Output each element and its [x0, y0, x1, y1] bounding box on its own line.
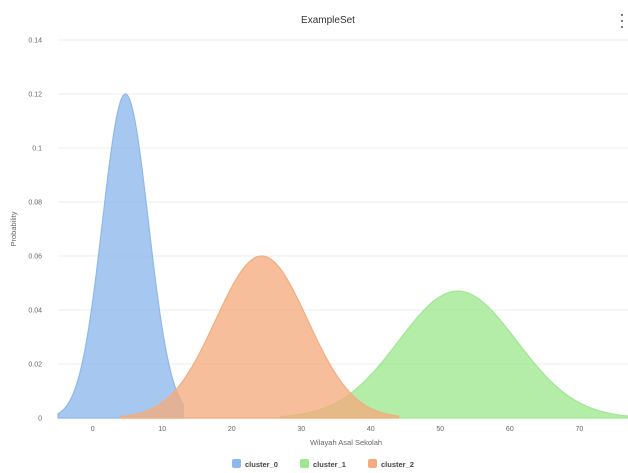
- x-tick-label: 10: [158, 426, 166, 433]
- legend-item-cluster_1[interactable]: cluster_1: [300, 459, 346, 469]
- legend-swatch: [368, 459, 377, 468]
- y-tick-label: 0.12: [28, 92, 42, 99]
- y-axis: 0 0.02 0.04 0.06 0.08 0.1 0.12 0.14: [28, 38, 42, 423]
- x-tick-label: 60: [506, 426, 514, 433]
- legend-label: cluster_2: [381, 460, 414, 469]
- y-tick-label: 0.06: [28, 254, 42, 261]
- legend-label: cluster_0: [245, 460, 278, 469]
- x-tick-label: 30: [297, 426, 305, 433]
- legend-swatch: [300, 459, 309, 468]
- series-area-cluster_2[interactable]: [119, 255, 400, 419]
- chart-menu-icon[interactable]: [618, 14, 626, 28]
- legend-swatch: [232, 459, 241, 468]
- x-tick-label: 20: [228, 426, 236, 433]
- x-axis-label: Wilayah Asal Sekolah: [310, 438, 382, 447]
- y-axis-label: Probability: [9, 211, 18, 246]
- chart-title: ExampleSet: [301, 15, 355, 26]
- dot-icon: [621, 14, 623, 16]
- legend[interactable]: cluster_0 cluster_1 cluster_2: [232, 459, 414, 469]
- x-tick-label: 50: [436, 426, 444, 433]
- y-tick-label: 0: [38, 416, 42, 423]
- y-tick-label: 0.02: [28, 362, 42, 369]
- legend-item-cluster_2[interactable]: cluster_2: [368, 459, 414, 469]
- dot-icon: [621, 20, 623, 22]
- y-tick-label: 0.08: [28, 200, 42, 207]
- legend-item-cluster_0[interactable]: cluster_0: [232, 459, 278, 469]
- x-axis: 0 10 20 30 40 50 60 70: [91, 426, 584, 433]
- x-tick-label: 40: [367, 426, 375, 433]
- dot-icon: [621, 26, 623, 28]
- y-tick-label: 0.1: [32, 146, 42, 153]
- series-area-cluster_0[interactable]: [57, 93, 184, 419]
- series-layer: [57, 93, 628, 419]
- y-tick-label: 0.14: [28, 38, 42, 45]
- y-tick-label: 0.04: [28, 308, 42, 315]
- x-tick-label: 70: [575, 426, 583, 433]
- legend-label: cluster_1: [313, 460, 346, 469]
- x-tick-label: 0: [91, 426, 95, 433]
